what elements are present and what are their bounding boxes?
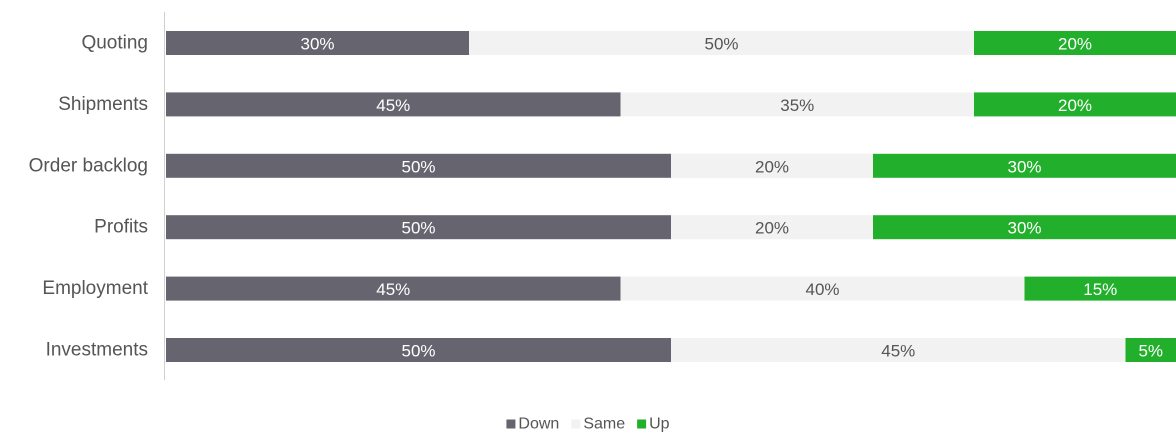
legend-label-up: Up (649, 416, 670, 433)
data-label-up-profits: 30% (1007, 219, 1041, 238)
data-label-same-employment: 40% (805, 280, 839, 299)
data-label-down-shipments: 45% (376, 96, 410, 115)
data-label-down-employment: 45% (376, 280, 410, 299)
category-label-shipments: Shipments (58, 94, 148, 115)
legend-label-same: Same (583, 416, 625, 433)
data-label-down-order-backlog: 50% (401, 157, 435, 176)
legend-swatch-same (571, 419, 581, 429)
bars-group: 30% 50% 20% 45% 35% 20% 50% 20% 30% 50% 20% 30% 45% 4… (166, 31, 1176, 362)
data-label-down-profits: 50% (401, 219, 435, 238)
bar-down-profits (166, 215, 671, 240)
data-label-same-shipments: 35% (780, 96, 814, 115)
bar-down-order-backlog (166, 153, 671, 178)
legend: Down Same Up (506, 416, 670, 433)
bar-up-profits (873, 215, 1176, 240)
legend-swatch-down (506, 419, 516, 429)
bar-down-investments (166, 338, 671, 362)
data-label-up-employment: 15% (1083, 280, 1117, 299)
bar-up-order-backlog (873, 153, 1176, 178)
bar-same-shipments (620, 92, 974, 117)
bar-same-order-backlog (671, 153, 873, 178)
legend-swatch-up (637, 419, 647, 429)
bar-down-quoting (166, 31, 469, 55)
bar-up-quoting (974, 31, 1176, 55)
data-label-same-investments: 45% (881, 342, 915, 361)
data-label-up-investments: 5% (1138, 342, 1163, 361)
bar-same-employment (620, 276, 1025, 301)
category-label-profits: Profits (94, 217, 148, 238)
bar-same-quoting (469, 31, 974, 55)
bar-down-shipments (166, 92, 621, 117)
data-label-down-investments: 50% (401, 342, 435, 361)
data-label-up-quoting: 20% (1058, 35, 1092, 54)
category-label-order-backlog: Order backlog (29, 155, 148, 176)
data-label-down-quoting: 30% (300, 35, 334, 54)
category-labels-group: Quoting Shipments Order backlog Profits Empl… (29, 33, 149, 361)
data-label-same-profits: 20% (755, 219, 789, 238)
bar-up-investments (1125, 338, 1176, 362)
bar-down-employment (166, 276, 621, 301)
data-label-up-shipments: 20% (1058, 96, 1092, 115)
bar-up-shipments (974, 92, 1176, 117)
category-label-employment: Employment (42, 278, 148, 299)
bar-same-profits (671, 215, 873, 240)
legend-label-down: Down (518, 416, 559, 433)
data-label-up-order-backlog: 30% (1007, 157, 1041, 176)
data-label-same-order-backlog: 20% (755, 157, 789, 176)
bar-same-investments (671, 338, 1126, 362)
data-label-same-quoting: 50% (704, 35, 738, 54)
bar-up-employment (1024, 276, 1176, 301)
category-label-investments: Investments (46, 340, 148, 361)
category-label-quoting: Quoting (81, 33, 148, 54)
